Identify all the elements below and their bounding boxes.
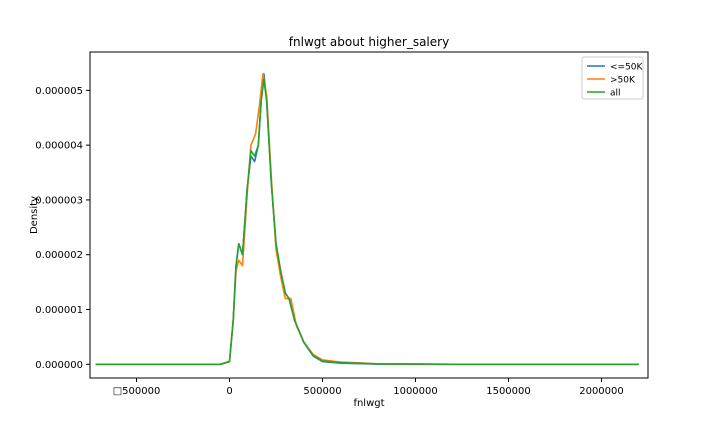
x-tick-label: 0: [226, 386, 232, 397]
y-tick-label: 0.000005: [35, 86, 83, 97]
x-axis: □500000 0 500000 1000000 1500000 2000000: [113, 378, 624, 397]
y-tick-label: 0.000003: [35, 195, 83, 206]
x-tick-label: 1500000: [486, 386, 531, 397]
y-tick-label: 0.000001: [35, 305, 83, 316]
x-axis-label: fnlwgt: [353, 398, 384, 409]
legend-label: <=50K: [610, 63, 644, 73]
x-tick-label: 2000000: [579, 386, 624, 397]
chart-title: fnlwgt about higher_salery: [289, 35, 449, 49]
series-layer: [95, 73, 639, 366]
series-line-2: [95, 78, 639, 366]
y-axis: 0.000000 0.000001 0.000002 0.000003 0.000004…: [35, 86, 90, 371]
legend: <=50K >50K all: [581, 56, 644, 100]
y-tick-label: 0.000004: [35, 141, 83, 152]
x-tick-label: 1000000: [393, 386, 438, 397]
x-tick-label: 500000: [303, 386, 341, 397]
legend-label: >50K: [610, 76, 636, 86]
legend-label: all: [610, 89, 621, 99]
plot-area: [89, 51, 649, 379]
y-tick-label: 0.000002: [35, 250, 83, 261]
series-line-0: [95, 73, 639, 366]
y-axis-label: Density: [29, 196, 40, 234]
legend-box: [581, 56, 644, 100]
y-tick-label: 0.000000: [35, 360, 83, 371]
legend-entries: <=50K >50K all: [587, 63, 644, 99]
x-tick-label: □500000: [113, 386, 161, 397]
series-line-1: [95, 73, 639, 366]
